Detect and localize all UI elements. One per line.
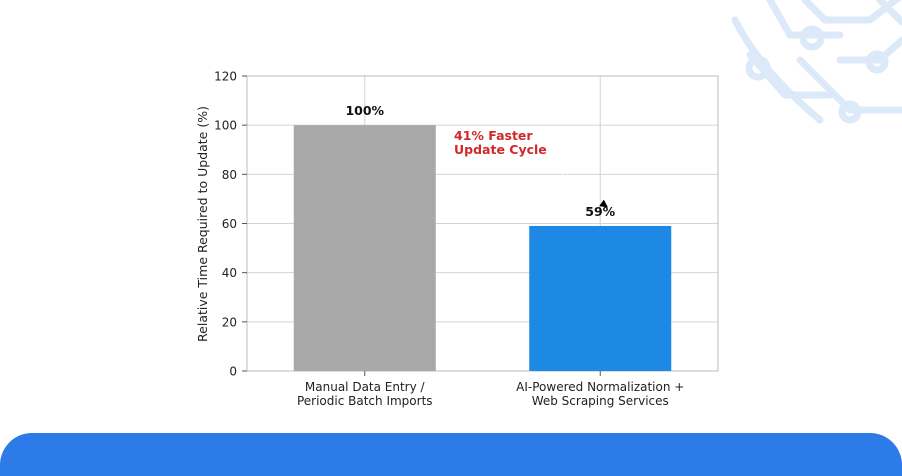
circuit-pattern-icon xyxy=(731,0,902,124)
y-tick-label: 40 xyxy=(222,266,237,280)
bar xyxy=(293,125,436,372)
x-tick-label: AI-Powered Normalization + Web Scraping S… xyxy=(516,380,684,408)
bar xyxy=(529,225,672,371)
x-tick-label: Manual Data Entry / Periodic Batch Import… xyxy=(297,380,433,408)
bar-group xyxy=(293,125,672,372)
y-tick-label: 0 xyxy=(229,365,237,379)
y-tick-label: 80 xyxy=(222,168,237,182)
data-label: 100% xyxy=(345,103,384,118)
annotation: 41% Faster Update Cycle xyxy=(454,128,609,208)
y-tick-label: 20 xyxy=(222,315,237,329)
y-tick-label: 60 xyxy=(222,217,237,231)
bottom-band xyxy=(0,433,902,476)
y-tick-label: 120 xyxy=(214,70,237,84)
y-tick-label: 100 xyxy=(214,119,237,133)
annotation-text: 41% Faster Update Cycle xyxy=(454,128,547,157)
x-axis-ticks: Manual Data Entry / Periodic Batch Import… xyxy=(297,371,684,408)
y-axis-label: Relative Time Required to Update (%) xyxy=(195,106,210,342)
annotation-arrow-head xyxy=(599,199,608,208)
annotation-arrow-line xyxy=(561,173,609,208)
bar-chart: 0 20 40 60 80 100 120 Manual Data Entry / Perio… xyxy=(195,70,719,408)
data-label: 59% xyxy=(585,204,615,219)
data-labels: 100% 59% xyxy=(345,103,615,219)
y-axis-ticks: 0 20 40 60 80 100 120 xyxy=(214,70,247,379)
